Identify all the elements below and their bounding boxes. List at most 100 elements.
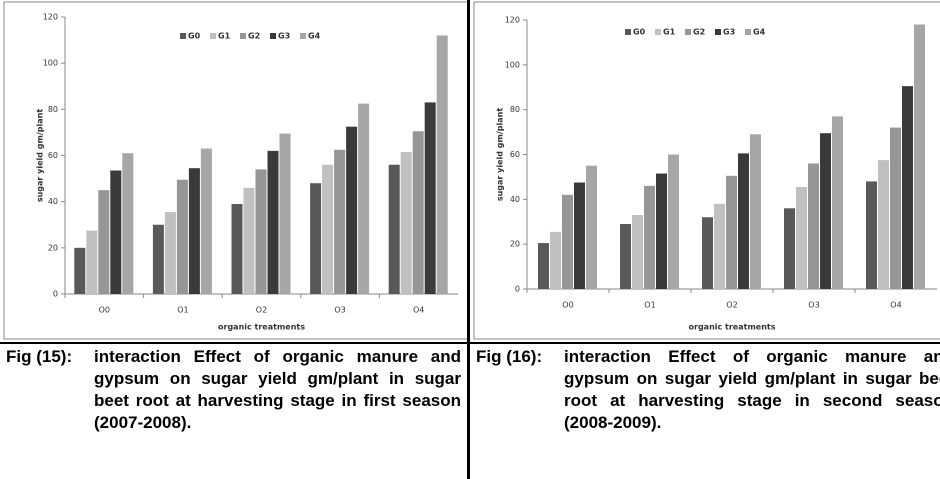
bar <box>668 154 679 289</box>
caption-label: Fig (16): <box>476 347 543 366</box>
bar <box>346 126 358 294</box>
bar <box>714 203 725 289</box>
x-tick-label: O1 <box>177 306 188 315</box>
caption-text: interaction Effect of organic manure and… <box>564 347 940 432</box>
bar <box>255 169 267 294</box>
legend-label: G0 <box>633 28 646 37</box>
bar <box>878 160 889 289</box>
bar <box>632 215 643 289</box>
bar <box>231 203 243 294</box>
bar <box>620 223 631 289</box>
caption: Fig (15): interaction Effect of organic m… <box>0 342 467 479</box>
x-tick-label: O4 <box>890 301 901 310</box>
y-axis-label: sugar yield gm/plant <box>496 108 505 201</box>
legend-swatch <box>270 33 276 39</box>
bar <box>310 183 322 294</box>
bar <box>562 194 573 289</box>
y-tick-label: 80 <box>510 105 520 114</box>
y-tick-label: 40 <box>510 195 520 204</box>
caption-text: interaction Effect of organic manure and… <box>94 347 461 432</box>
bar <box>738 153 749 289</box>
chart-panel: 0 20 40 60 80 100 120 O0 O1 O2 O3 O4 organic treatme… <box>3 1 467 340</box>
bar <box>902 86 913 289</box>
bar <box>110 170 122 294</box>
bar <box>656 173 667 289</box>
bar <box>550 231 561 289</box>
bar <box>436 35 448 294</box>
bar <box>188 168 200 294</box>
bar <box>424 102 436 295</box>
bar <box>322 164 334 294</box>
bar <box>796 187 807 289</box>
bar <box>750 134 761 289</box>
bar <box>832 116 843 290</box>
bar <box>808 163 819 289</box>
bar <box>122 153 134 294</box>
bar <box>574 182 585 289</box>
legend-label: G2 <box>693 28 705 37</box>
y-tick-label: 100 <box>505 60 520 69</box>
bar <box>412 131 424 294</box>
bar <box>914 24 925 289</box>
legend-label: G1 <box>663 28 676 37</box>
bar <box>74 247 86 294</box>
bar <box>98 190 110 294</box>
bar <box>400 152 412 294</box>
legend-swatch <box>685 29 691 35</box>
x-tick-label: O3 <box>808 301 819 310</box>
x-tick-label: O2 <box>256 306 267 315</box>
legend-label: G0 <box>188 32 201 41</box>
legend-label: G4 <box>753 28 766 37</box>
x-axis-label: organic treatments <box>689 323 776 332</box>
legend-swatch <box>180 33 186 39</box>
legend-swatch <box>715 29 721 35</box>
x-tick-label: O0 <box>562 301 573 310</box>
bar <box>644 185 655 289</box>
y-axis-label: sugar yield gm/plant <box>36 109 45 202</box>
x-tick-label: O0 <box>99 306 110 315</box>
legend-label: G4 <box>308 32 321 41</box>
legend-label: G3 <box>278 32 290 41</box>
y-tick-label: 120 <box>505 16 520 25</box>
bar <box>358 103 370 294</box>
caption-label: Fig (15): <box>6 347 73 366</box>
legend-label: G2 <box>248 32 260 41</box>
chart-panel: 0 20 40 60 80 100 120 O0 O1 O2 O3 O4 organic treatme… <box>473 1 940 340</box>
bar <box>267 150 279 294</box>
y-tick-label: 20 <box>48 243 58 252</box>
bar <box>86 230 98 294</box>
bar <box>152 224 164 294</box>
legend-label: G3 <box>723 28 735 37</box>
legend-swatch <box>625 29 631 35</box>
bar <box>702 217 713 289</box>
y-tick-label: 60 <box>510 150 520 159</box>
bar <box>164 212 176 294</box>
bar <box>200 148 212 294</box>
bar <box>784 208 795 289</box>
x-axis-label: organic treatments <box>218 323 305 332</box>
bar <box>243 187 255 294</box>
legend-swatch <box>300 33 306 39</box>
bar <box>890 127 901 289</box>
y-tick-label: 40 <box>48 197 58 206</box>
bar <box>388 164 400 294</box>
bar <box>279 133 291 294</box>
y-tick-label: 60 <box>48 151 58 160</box>
x-tick-label: O1 <box>644 301 655 310</box>
legend-swatch <box>240 33 246 39</box>
x-tick-label: O4 <box>413 306 424 315</box>
y-tick-label: 20 <box>510 240 520 249</box>
bar <box>334 149 346 294</box>
y-tick-label: 100 <box>43 59 58 68</box>
y-tick-label: 0 <box>515 285 520 294</box>
bar <box>820 133 831 289</box>
y-tick-label: 0 <box>53 290 58 299</box>
legend-label: G1 <box>218 32 231 41</box>
divider <box>467 0 470 479</box>
legend-swatch <box>655 29 661 35</box>
x-tick-label: O2 <box>726 301 737 310</box>
bar <box>866 181 877 289</box>
x-tick-label: O3 <box>334 306 345 315</box>
legend-swatch <box>210 33 216 39</box>
